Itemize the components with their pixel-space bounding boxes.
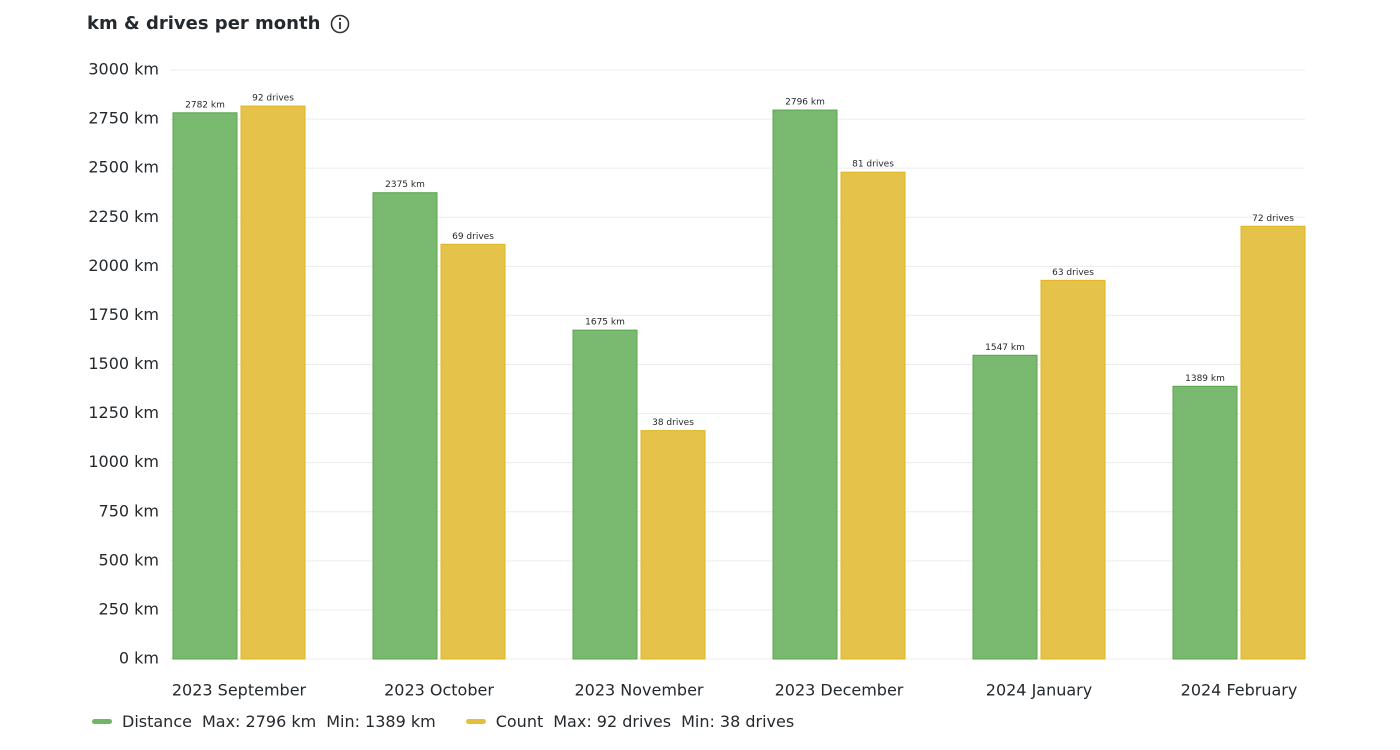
x-tick-label: 2023 November [574, 681, 703, 700]
x-tick-label: 2024 January [986, 681, 1092, 700]
y-tick-label: 2000 km [88, 256, 159, 275]
legend-label: Distance [122, 712, 192, 731]
bar [1172, 385, 1238, 660]
value-label: 92 drives [252, 94, 294, 104]
value-label: 1389 km [1185, 374, 1225, 384]
value-label: 81 drives [852, 160, 894, 170]
legend-swatch [92, 719, 112, 724]
y-tick-label: 1000 km [88, 452, 159, 471]
x-tick-label: 2023 December [775, 681, 904, 700]
bar [640, 430, 706, 660]
bar [840, 171, 906, 660]
legend-stat: Max: 92 drives [553, 712, 672, 731]
y-tick-label: 2750 km [88, 109, 159, 128]
x-tick-label: 2023 October [384, 681, 494, 700]
bar [1040, 279, 1106, 660]
bar [972, 354, 1038, 660]
value-label: 69 drives [452, 232, 494, 242]
legend-label: Count [495, 712, 544, 731]
y-tick-label: 0 km [119, 649, 159, 668]
legend-stat: Min: 38 drives [681, 712, 795, 731]
info-icon[interactable] [330, 14, 350, 34]
y-tick-label: 1250 km [88, 403, 159, 422]
value-label: 63 drives [1052, 268, 1094, 278]
legend: Distance Max: 2796 km Min: 1389 km Count Max… [92, 712, 794, 731]
legend-stat: Max: 2796 km [201, 712, 317, 731]
y-tick-label: 250 km [99, 599, 159, 618]
value-label: 1675 km [585, 318, 625, 328]
value-label: 38 drives [652, 418, 694, 428]
bar [172, 112, 238, 660]
bar [372, 192, 438, 660]
legend-stat: Min: 1389 km [326, 712, 436, 731]
y-tick-label: 750 km [99, 501, 159, 520]
x-tick-label: 2023 September [172, 681, 307, 700]
bar [1240, 225, 1306, 660]
value-label: 2782 km [185, 100, 225, 110]
y-tick-label: 3000 km [88, 60, 159, 79]
bar [240, 105, 306, 660]
legend-swatch [465, 719, 486, 724]
y-tick-label: 2500 km [88, 158, 159, 177]
y-tick-label: 500 km [99, 550, 159, 569]
bar [772, 109, 838, 660]
value-label: 1547 km [985, 343, 1025, 353]
x-tick-label: 2024 February [1181, 681, 1298, 700]
value-label: 2796 km [785, 98, 825, 108]
y-tick-label: 1750 km [88, 305, 159, 324]
chart-title: km & drives per month [87, 13, 320, 34]
bar [440, 243, 506, 660]
bar [572, 329, 638, 660]
value-label: 72 drives [1252, 214, 1294, 224]
y-tick-label: 2250 km [88, 207, 159, 226]
chart: km & drives per month 0 km 250 km 500 km 75… [87, 13, 1306, 700]
value-label: 2375 km [385, 180, 425, 190]
y-tick-label: 1500 km [88, 354, 159, 373]
